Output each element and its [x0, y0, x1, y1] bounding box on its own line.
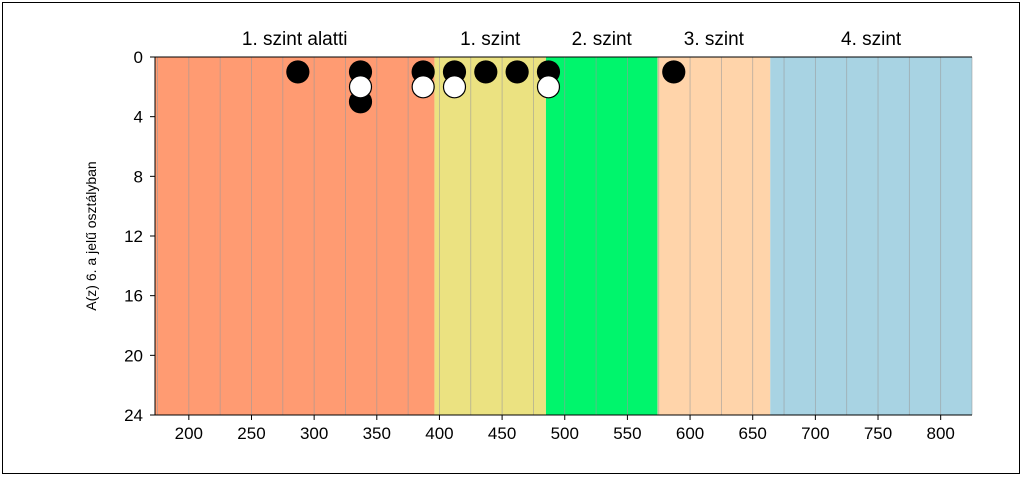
data-point-open — [536, 75, 561, 99]
y-tick-label: 12 — [124, 227, 143, 246]
data-point-open — [411, 75, 435, 99]
x-tick-label: 550 — [613, 424, 641, 443]
y-tick-label: 4 — [134, 108, 143, 127]
x-tick-label: 200 — [175, 424, 203, 443]
x-tick-label: 650 — [739, 424, 767, 443]
data-points — [286, 60, 686, 114]
data-point-filled — [474, 60, 498, 84]
y-tick-label: 16 — [124, 287, 143, 306]
level-band-2 — [434, 57, 546, 415]
y-tick-label: 24 — [124, 406, 143, 425]
axes: 200 250 300 350 400 450 500 550 600 650 700 750 800 0… — [124, 48, 972, 443]
band-label-5: 4. szint — [841, 29, 902, 50]
data-point-filled — [662, 60, 686, 84]
x-tick-label: 350 — [363, 424, 391, 443]
level-band-1 — [155, 57, 435, 415]
band-label-2: 1. szint — [460, 29, 521, 50]
x-tick-label: 750 — [864, 424, 892, 443]
data-point-filled — [286, 60, 310, 84]
band-label-4: 3. szint — [684, 29, 745, 50]
x-tick-label: 450 — [488, 424, 516, 443]
x-tick-label: 250 — [237, 424, 265, 443]
grid-lines — [157, 57, 973, 415]
data-point-open — [348, 75, 373, 99]
x-tick-label: 400 — [425, 424, 453, 443]
y-tick-label: 20 — [124, 346, 143, 365]
data-point-filled — [505, 60, 529, 84]
x-tick-label: 700 — [801, 424, 829, 443]
band-label-1: 1. szint alatti — [242, 29, 348, 50]
y-tick-label: 8 — [134, 167, 143, 186]
x-tick-label: 600 — [676, 424, 704, 443]
y-axis-title: A(z) 6. a jelű osztályban — [83, 161, 99, 310]
level-band-5 — [770, 57, 972, 415]
data-point-open — [442, 75, 467, 99]
x-tick-label: 300 — [300, 424, 328, 443]
x-tick-label: 500 — [551, 424, 579, 443]
level-bands: 1. szint alatti 1. szint 2. szint 3. szint 4… — [155, 29, 972, 415]
level-band-4 — [657, 57, 771, 415]
level-band-3 — [545, 57, 658, 415]
band-label-3: 2. szint — [572, 29, 633, 50]
x-tick-label: 800 — [926, 424, 954, 443]
y-tick-label: 0 — [134, 48, 143, 67]
